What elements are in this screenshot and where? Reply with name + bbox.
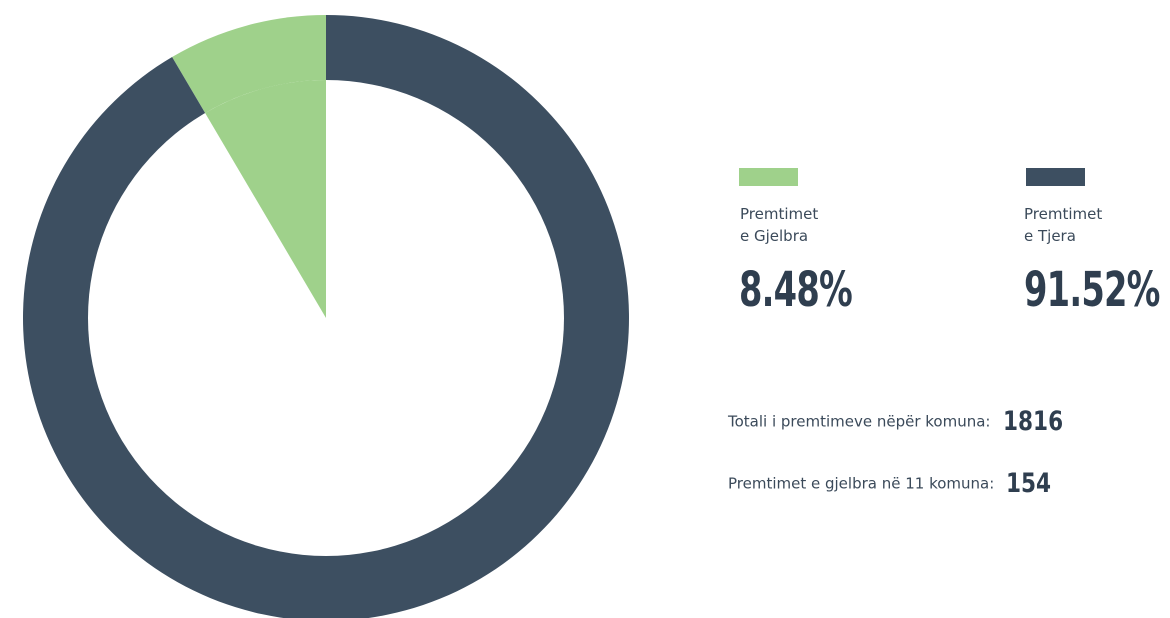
- legend-label-green-line2: e Gjelbra: [740, 227, 809, 245]
- legend-label-dark: Premtimet e Tjera: [1024, 203, 1102, 247]
- stat-value-green: 154: [1006, 468, 1052, 499]
- legend-value-dark: 91.52%: [1024, 262, 1160, 318]
- legend-label-green: Premtimet e Gjelbra: [740, 203, 818, 247]
- legend-label-dark-line1: Premtimet: [1024, 205, 1103, 223]
- stat-value-total: 1816: [1002, 406, 1063, 437]
- stat-row-total: Totali i premtimeve nëpër komuna: 1816: [728, 406, 1078, 437]
- legend-label-green-line1: Premtimet: [740, 205, 819, 223]
- stat-label-green: Premtimet e gjelbra në 11 komuna:: [728, 474, 995, 493]
- legend-swatch-green: [739, 168, 798, 186]
- stat-label-total: Totali i premtimeve nëpër komuna:: [728, 412, 991, 431]
- legend-swatch-dark: [1026, 168, 1085, 186]
- legend-label-dark-line2: e Tjera: [1024, 227, 1076, 245]
- inner-green-wedge: [205, 80, 326, 318]
- pie-chart: [23, 15, 629, 618]
- legend-value-green: 8.48%: [739, 262, 853, 318]
- stat-row-green: Premtimet e gjelbra në 11 komuna: 154: [728, 468, 1063, 499]
